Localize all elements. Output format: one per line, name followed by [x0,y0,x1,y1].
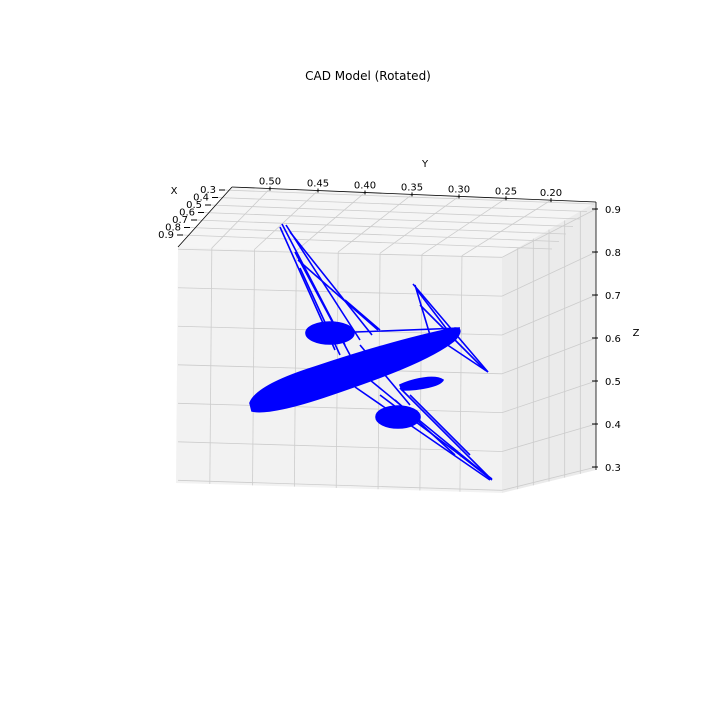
y-tick-label: 0.20 [540,188,562,199]
grid-line [181,234,553,250]
grid-line [195,219,567,235]
z-axis-label: Z [633,328,640,339]
z-tick-label: 0.5 [605,377,621,388]
grid-line [188,227,560,242]
y-ticks: 0.50 0.45 0.40 0.35 0.30 0.25 0.20 [259,177,562,203]
x-tick-label: 0.5 [186,200,202,211]
grid-line [177,287,503,297]
chart-title: CAD Model (Rotated) [305,69,431,83]
x-tick-label: 0.3 [200,185,216,196]
grid-line [177,479,503,491]
grid-line [177,402,503,414]
fuselage [249,327,461,413]
z-tick-label: 0.9 [605,205,621,216]
grid-line [216,197,588,212]
axis-lines [177,186,597,470]
grid-line [252,249,255,486]
x-tick-label: 0.4 [193,193,209,204]
grid-line [296,192,366,251]
z-tick-label: 0.3 [605,463,621,474]
x-axis-line [177,186,233,248]
y-tick-label: 0.25 [495,186,517,197]
x-tick-label: 0.7 [172,215,188,226]
grid-line [254,190,319,250]
z-tick-label: 0.7 [605,291,621,302]
z-ticks: 0.9 0.8 0.7 0.6 0.5 0.4 0.3 [592,205,621,474]
x-tick-label: 0.9 [158,230,174,241]
grid-line [177,248,503,258]
grid-line [202,212,574,227]
z-tick-label: 0.6 [605,334,621,345]
y-axis-line [231,186,597,203]
y-tick-label: 0.30 [448,184,470,195]
y-tick-label: 0.35 [401,182,423,193]
grid-line [337,194,413,253]
z-tick-label: 0.4 [605,420,621,431]
y-tick-label: 0.50 [259,177,281,188]
x-ticks: 0.30.40.50.60.70.80.9 [158,185,225,241]
grid-line [223,189,595,205]
airplane-model [249,223,493,481]
y-tick-label: 0.40 [354,180,376,191]
x-tick-label: 0.6 [179,208,195,219]
y-tick-label: 0.45 [307,179,329,190]
grid-line [293,250,297,487]
grid-line [177,441,503,452]
top-pane [178,187,596,257]
y-axis-label: Y [421,159,429,170]
x-tick-label: 0.8 [165,223,181,234]
z-tick-label: 0.8 [605,248,621,259]
tail-stabilizer [398,376,445,391]
engine-lower [375,405,421,429]
x-axis-label: X [171,186,178,197]
grid-line [211,188,271,249]
grid-line [209,204,581,220]
